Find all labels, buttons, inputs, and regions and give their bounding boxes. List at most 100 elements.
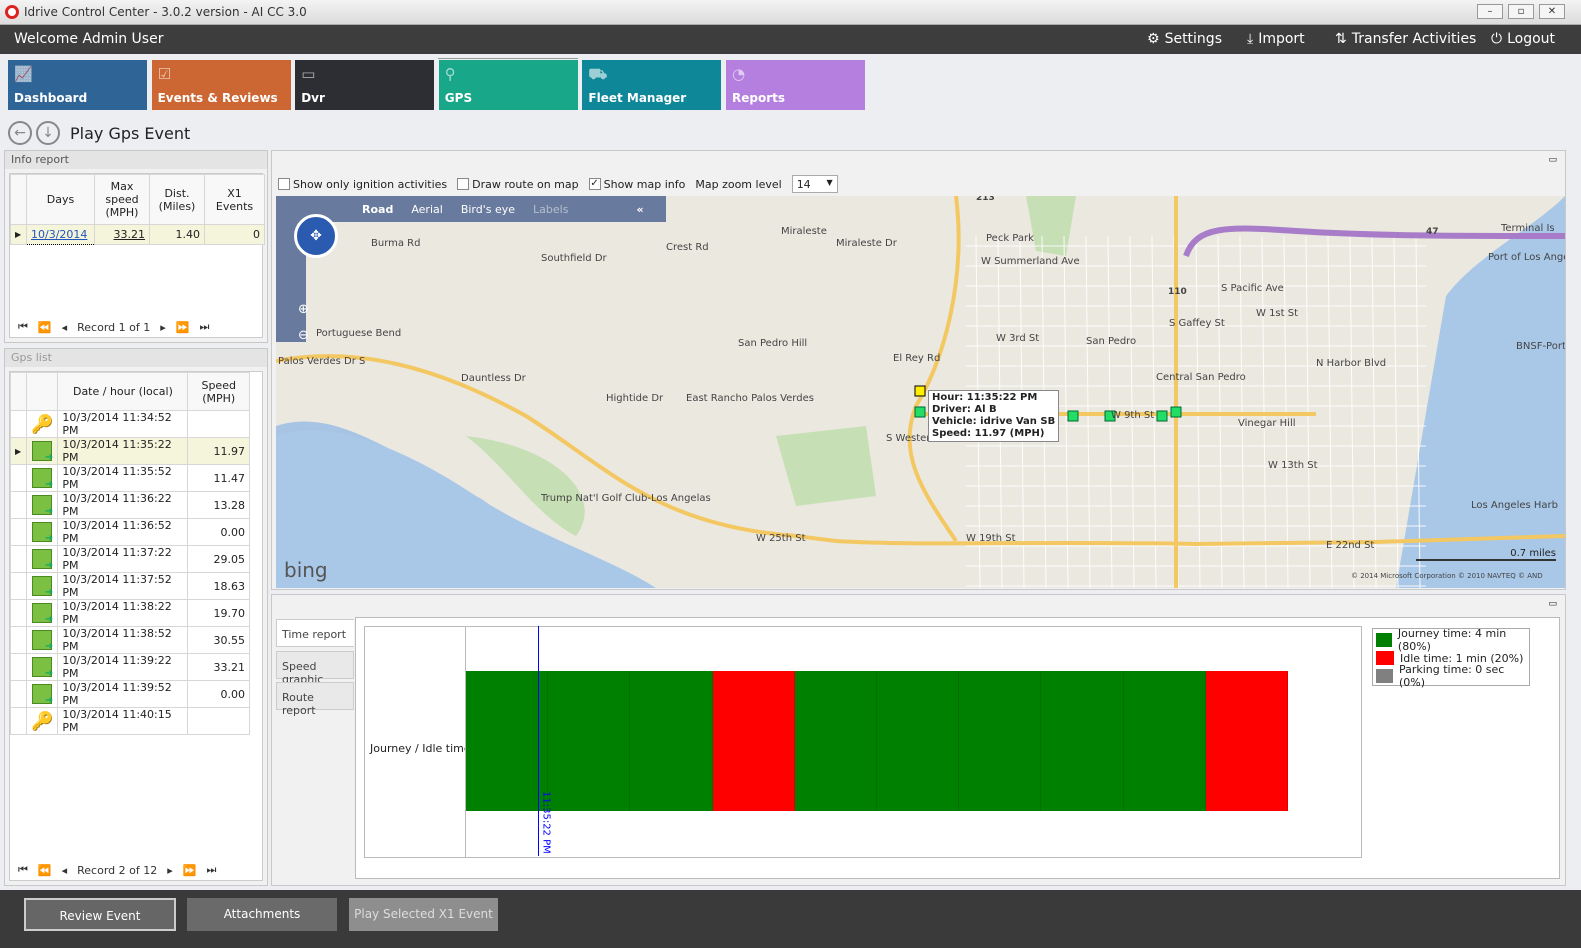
- map-view[interactable]: Miraleste Peck Park W Summerland Ave Crest …: [276, 196, 1565, 588]
- map-label: Dauntless Dr: [461, 373, 527, 384]
- table-row[interactable]: 🔑 10/3/2014 11:40:15 PM: [10, 707, 250, 735]
- settings-button[interactable]: ⚙ Settings: [1147, 31, 1222, 47]
- tile-reports[interactable]: ◔ Reports: [726, 60, 865, 110]
- maximize-panel-icon[interactable]: ▭: [1548, 155, 1557, 165]
- close-button[interactable]: ✕: [1539, 4, 1565, 19]
- gps-point-marker[interactable]: [1156, 410, 1168, 422]
- logout-button[interactable]: ⏻ Logout: [1491, 31, 1555, 47]
- maximize-panel-icon[interactable]: ▭: [1548, 599, 1557, 609]
- tile-gps[interactable]: ⚲ GPS: [438, 60, 578, 110]
- row-selector-icon: ▶: [10, 224, 27, 245]
- pan-control-icon[interactable]: ✥: [294, 214, 338, 258]
- map-label: W 3rd St: [996, 333, 1039, 344]
- current-position-marker[interactable]: [914, 385, 926, 397]
- gps-point-marker[interactable]: [914, 406, 926, 418]
- table-row[interactable]: 10/3/2014 11:39:52 PM0.00: [10, 680, 250, 708]
- zoom-out-icon[interactable]: ⊖: [298, 328, 309, 343]
- ignition-checkbox[interactable]: Show only ignition activities: [278, 178, 447, 191]
- play-x1-event-button[interactable]: Play Selected X1 Event: [349, 898, 498, 931]
- column-header[interactable]: Dist. (Miles): [149, 174, 205, 225]
- import-button[interactable]: ⤓ Import: [1247, 31, 1305, 47]
- table-row[interactable]: 🔑 10/3/2014 11:34:52 PM: [10, 410, 250, 438]
- tab-time-report[interactable]: Time report: [276, 619, 354, 647]
- column-header[interactable]: Days: [26, 174, 95, 225]
- prev-record-icon[interactable]: ◂: [61, 320, 68, 334]
- column-header[interactable]: Date / hour (local): [57, 372, 189, 411]
- journey-segment: [466, 671, 549, 811]
- gps-list-title: Gps list: [5, 349, 267, 367]
- minimize-button[interactable]: –: [1477, 4, 1503, 19]
- legend-swatch: [1376, 669, 1393, 683]
- page-title: Play Gps Event: [70, 123, 191, 143]
- highway-shield: 110: [1168, 287, 1187, 297]
- map-label: E 22nd St: [1326, 540, 1374, 551]
- last-record-icon[interactable]: ⏭: [199, 320, 210, 333]
- last-record-icon[interactable]: ⏭: [206, 863, 217, 876]
- map-mode-labels[interactable]: Labels: [533, 202, 569, 216]
- tab-route-report[interactable]: Route report: [276, 682, 354, 717]
- back-arrow-icon[interactable]: ←: [8, 121, 32, 145]
- next-record-icon[interactable]: ▸: [160, 320, 166, 334]
- column-header[interactable]: Speed (MPH): [187, 372, 250, 411]
- column-header[interactable]: Max speed (MPH): [94, 174, 150, 225]
- transfer-label: Transfer Activities: [1351, 31, 1477, 47]
- prev-page-icon[interactable]: ⏪: [37, 863, 52, 877]
- tile-dashboard[interactable]: 📈 Dashboard: [8, 60, 147, 110]
- transfer-activities-button[interactable]: ⇅ Transfer Activities: [1335, 31, 1476, 47]
- zoom-level-select[interactable]: 14 ▼: [791, 175, 838, 193]
- max-speed-cell[interactable]: 33.21: [94, 224, 150, 245]
- table-row[interactable]: 10/3/2014 11:36:52 PM0.00: [10, 518, 250, 546]
- map-mode-road[interactable]: Road: [362, 202, 394, 216]
- first-record-icon[interactable]: ⏮: [18, 863, 28, 876]
- speed-cell: [187, 410, 250, 438]
- tile-events-reviews[interactable]: ☑ Events & Reviews: [151, 60, 291, 110]
- tab-speed-graphic[interactable]: Speed graphic: [276, 651, 354, 686]
- day-link[interactable]: 10/3/2014: [31, 228, 88, 241]
- journey-segment: [1123, 671, 1206, 811]
- gps-point-marker[interactable]: [1104, 410, 1116, 422]
- map-label: San Pedro: [1086, 336, 1136, 347]
- tile-fleet-manager[interactable]: ⛟ Fleet Manager: [582, 60, 722, 110]
- next-page-icon[interactable]: ⏩: [175, 320, 190, 334]
- gps-point-marker[interactable]: [1170, 406, 1182, 418]
- zoom-in-icon[interactable]: ⊕: [298, 302, 309, 317]
- next-record-icon[interactable]: ▸: [167, 863, 173, 877]
- prev-record-icon[interactable]: ◂: [61, 863, 68, 877]
- next-page-icon[interactable]: ⏩: [182, 863, 197, 877]
- time-cell: 10/3/2014 11:37:22 PM: [57, 545, 189, 573]
- first-record-icon[interactable]: ⏮: [18, 320, 28, 333]
- time-cursor[interactable]: 11:35:22 PM: [538, 626, 551, 856]
- map-mode-birds-eye[interactable]: Bird's eye: [460, 202, 516, 216]
- show-map-info-checkbox[interactable]: ✓ Show map info: [588, 177, 686, 191]
- column-header[interactable]: X1 Events: [204, 174, 265, 225]
- tile-dvr[interactable]: ▭ Dvr: [295, 60, 435, 110]
- map-label: Palos Verdes Dr S: [278, 356, 365, 367]
- table-row[interactable]: ▶ 10/3/2014 33.21 1.40 0: [10, 224, 265, 245]
- app-logo-icon: [5, 5, 19, 19]
- prev-page-icon[interactable]: ⏪: [37, 320, 52, 334]
- map-canvas[interactable]: Miraleste Peck Park W Summerland Ave Crest …: [276, 196, 1565, 588]
- review-event-button[interactable]: Review Event: [24, 898, 176, 931]
- map-mode-aerial[interactable]: Aerial: [411, 202, 443, 216]
- attachments-button[interactable]: Attachments: [187, 898, 337, 931]
- down-arrow-icon[interactable]: ↓: [36, 121, 60, 145]
- draw-route-checkbox[interactable]: Draw route on map: [457, 178, 579, 191]
- icon-column-header: [25, 372, 59, 411]
- info-report-title: Info report: [5, 151, 267, 169]
- map-scale: 0.7 miles: [1416, 548, 1556, 561]
- collapse-icon[interactable]: «: [636, 202, 644, 216]
- legend-swatch: [1376, 633, 1392, 647]
- journey-segment: [877, 671, 960, 811]
- tooltip-speed: Speed: 11.97 (MPH): [932, 428, 1045, 439]
- map-copyright: © 2014 Microsoft Corporation © 2010 NAVT…: [1351, 572, 1543, 580]
- maximize-button[interactable]: ▫: [1508, 4, 1534, 19]
- gps-point-marker[interactable]: [1067, 410, 1079, 422]
